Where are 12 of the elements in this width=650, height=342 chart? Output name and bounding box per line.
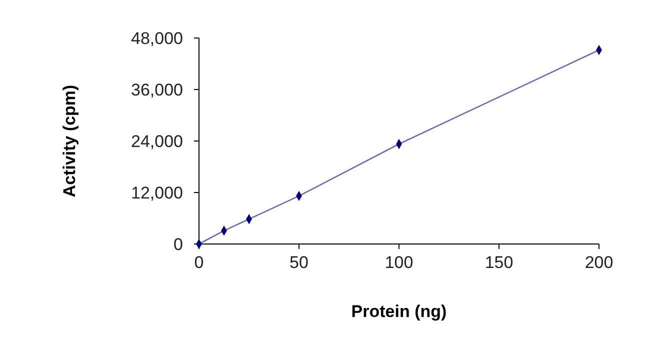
x-axis-title: Protein (ng) xyxy=(351,302,447,321)
x-tick-label: 200 xyxy=(584,253,614,272)
x-tick-label: 100 xyxy=(384,253,414,272)
y-axis-title: Activity (cpm) xyxy=(60,84,79,198)
y-tick-label: 24,000 xyxy=(131,132,183,151)
x-tick-label: 150 xyxy=(484,253,514,272)
x-tick-label: 0 xyxy=(194,253,204,272)
x-tick-label: 50 xyxy=(290,253,308,272)
y-tick-label: 48,000 xyxy=(131,29,183,48)
y-tick-label: 36,000 xyxy=(131,80,183,100)
y-tick-label: 0 xyxy=(174,235,183,254)
y-tick-label: 12,000 xyxy=(131,184,183,202)
